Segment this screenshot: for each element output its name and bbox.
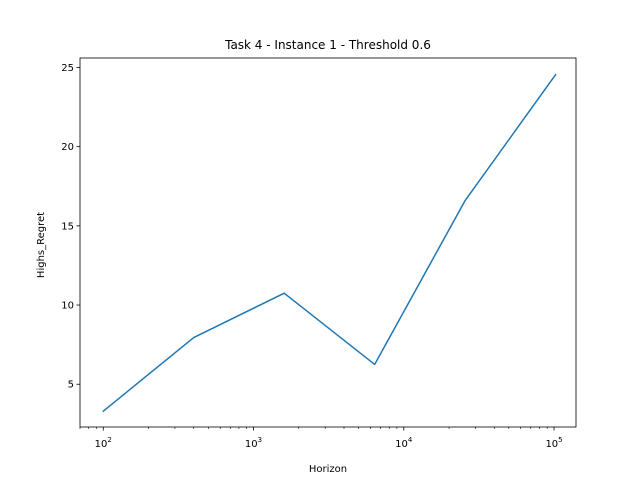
- y-tick-label: 5: [68, 380, 74, 391]
- chart-title: Task 4 - Instance 1 - Threshold 0.6: [224, 38, 431, 52]
- plot-frame: [79, 57, 577, 428]
- x-tick-label: 104: [395, 436, 413, 450]
- y-axis: 5 10 15 20 25: [61, 63, 80, 391]
- y-tick-label: 15: [61, 221, 74, 232]
- x-tick-label: 105: [545, 436, 562, 450]
- x-tick-label: 102: [95, 436, 112, 450]
- y-tick-label: 20: [61, 142, 74, 153]
- x-tick-label: 103: [245, 436, 262, 450]
- series-line-0: [102, 73, 557, 413]
- x-axis: 102 103 104 105: [79, 427, 563, 450]
- plot-area: [102, 73, 557, 413]
- x-axis-label: Horizon: [309, 464, 347, 475]
- y-tick-label: 10: [61, 301, 74, 312]
- y-axis-label: Highs_Regret: [36, 212, 47, 278]
- y-tick-label: 25: [61, 63, 74, 74]
